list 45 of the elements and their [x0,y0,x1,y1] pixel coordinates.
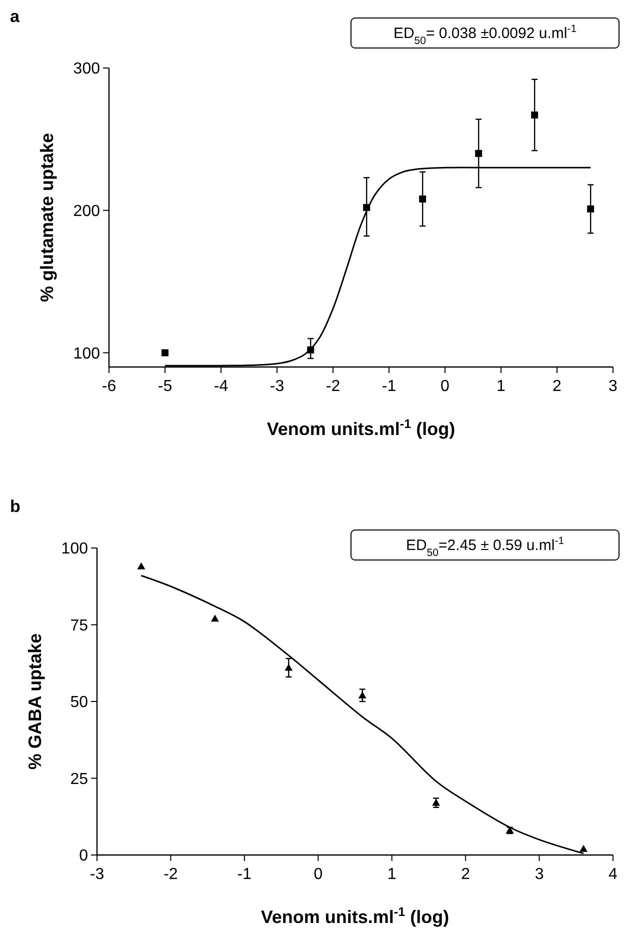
point [432,798,440,806]
y-tick-label: 0 [79,848,88,865]
x-tick-label: -3 [90,866,104,883]
point [587,205,594,212]
x-axis-title: Venom units.ml$^{-1}$ (log) [260,905,450,927]
chart-title: a [10,7,20,26]
point [137,562,146,570]
point [419,195,426,202]
point [210,614,219,622]
x-tick-label: 2 [552,378,562,395]
point [284,664,293,671]
chart-title: b [10,497,20,516]
x-tick-label: 3 [608,378,618,395]
x-tick-label: 2 [461,866,470,883]
x-tick-label: -6 [102,378,116,395]
y-axis-title: % glutamate uptake [37,132,57,302]
y-axis-title: % GABA uptake [25,633,45,770]
x-tick-label: 0 [314,866,323,883]
point [580,844,588,852]
y-tick-label: 50 [70,694,88,712]
x-tick-label: 3 [534,866,544,883]
annotation: ED$_{50}$=2.45 ± 0.59 u.ml$^{-1}$ [406,535,564,559]
x-tick-label: -5 [158,378,172,395]
x-tick-label: -4 [214,378,228,395]
x-axis-title: Venom units.ml$^{-1}$ (log) [266,417,456,439]
text: ED$_{50}$= 0.038 ±0.0092 u.ml$^{-1}$ [393,23,577,47]
x-tick-label: 0 [440,378,450,395]
x-tick-label: -1 [237,866,252,883]
x-tick-label: 1 [496,378,506,395]
point [162,349,168,356]
x-tick-label: 4 [608,866,618,883]
x-tick-label: -2 [326,378,340,395]
y-tick-label: 100 [61,540,88,558]
y-tick-label: 25 [70,770,88,788]
x-tick-label: 1 [387,866,396,883]
point [475,150,482,157]
y-tick-label: 75 [70,617,88,634]
y-tick-label: 200 [73,202,100,220]
x-tick-label: -3 [270,378,284,395]
point [531,111,538,118]
y-tick-label: 300 [73,60,100,78]
x-tick-label: -2 [164,866,178,883]
y-tick-label: 100 [73,345,100,362]
point [358,691,366,698]
x-tick-label: -1 [382,378,396,395]
